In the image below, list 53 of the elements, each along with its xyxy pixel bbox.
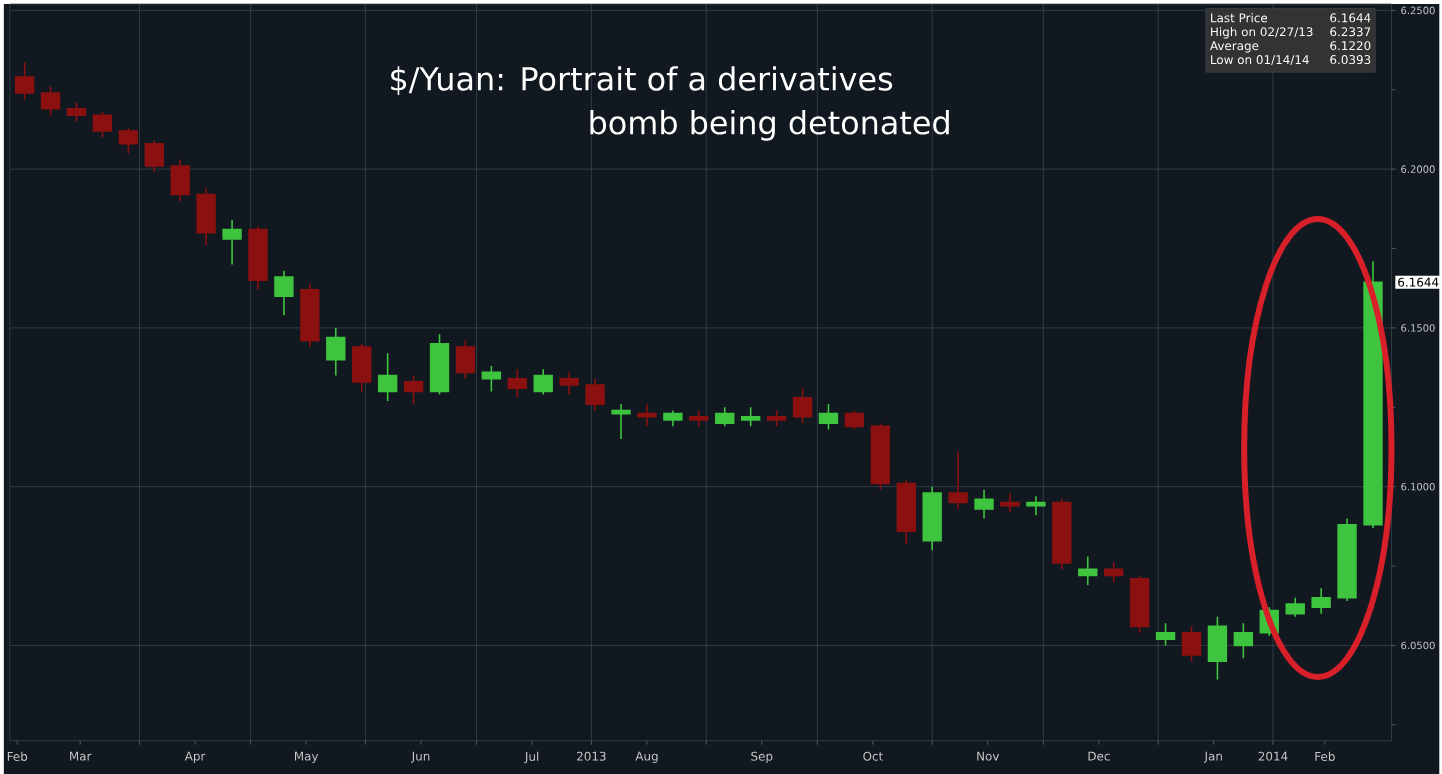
candlestick xyxy=(1311,587,1331,615)
candlestick xyxy=(170,158,190,202)
candlestick xyxy=(40,85,61,116)
candlestick xyxy=(118,126,139,154)
candlestick xyxy=(533,368,553,396)
candlestick xyxy=(1285,596,1305,618)
candlestick xyxy=(740,406,761,427)
candlestick xyxy=(1000,491,1020,513)
candlestick xyxy=(818,403,839,431)
candlestick xyxy=(507,368,527,399)
candlestick xyxy=(870,422,891,491)
candlestick xyxy=(403,374,424,405)
candlestick xyxy=(1129,574,1150,634)
candlestick xyxy=(377,352,398,402)
candlestick xyxy=(974,488,994,519)
candlestick xyxy=(689,409,709,427)
candlestick xyxy=(326,326,346,377)
candlestick xyxy=(559,371,579,396)
candlestick xyxy=(1078,555,1098,586)
candlestick xyxy=(66,101,87,123)
candlestick xyxy=(300,282,320,348)
candlestick xyxy=(429,333,450,396)
candlestick xyxy=(248,225,268,291)
candlestick xyxy=(715,406,735,427)
candlestick xyxy=(1026,495,1046,516)
candlestick xyxy=(637,403,657,427)
candlestick xyxy=(1337,517,1357,602)
candlestick xyxy=(792,387,813,424)
candlestick xyxy=(663,409,683,427)
candlestick xyxy=(922,485,942,551)
candlestick xyxy=(196,187,216,246)
candlestick xyxy=(1052,498,1072,570)
candlestick xyxy=(352,342,372,392)
candlestick xyxy=(1155,622,1176,646)
candlestick xyxy=(948,450,968,510)
candlestick xyxy=(1233,622,1254,659)
candlestick xyxy=(481,364,502,392)
candlestick xyxy=(896,479,916,545)
candlestick xyxy=(611,403,631,440)
candlestick xyxy=(222,218,242,265)
candlestick xyxy=(274,269,294,316)
candlestick xyxy=(144,139,164,173)
candlestick xyxy=(92,110,113,138)
candlestick xyxy=(1181,625,1202,662)
candlestick xyxy=(766,409,787,427)
candlestick xyxy=(1207,615,1228,680)
candlestick xyxy=(844,409,865,431)
candlestick xyxy=(1104,561,1124,583)
candlestick xyxy=(14,61,35,100)
text: $/Yuan: Portrait of a derivatives bomb being detonated xyxy=(391,65,949,141)
candlestick xyxy=(585,377,605,412)
candlestick xyxy=(1363,260,1383,529)
candlestick xyxy=(455,339,476,380)
